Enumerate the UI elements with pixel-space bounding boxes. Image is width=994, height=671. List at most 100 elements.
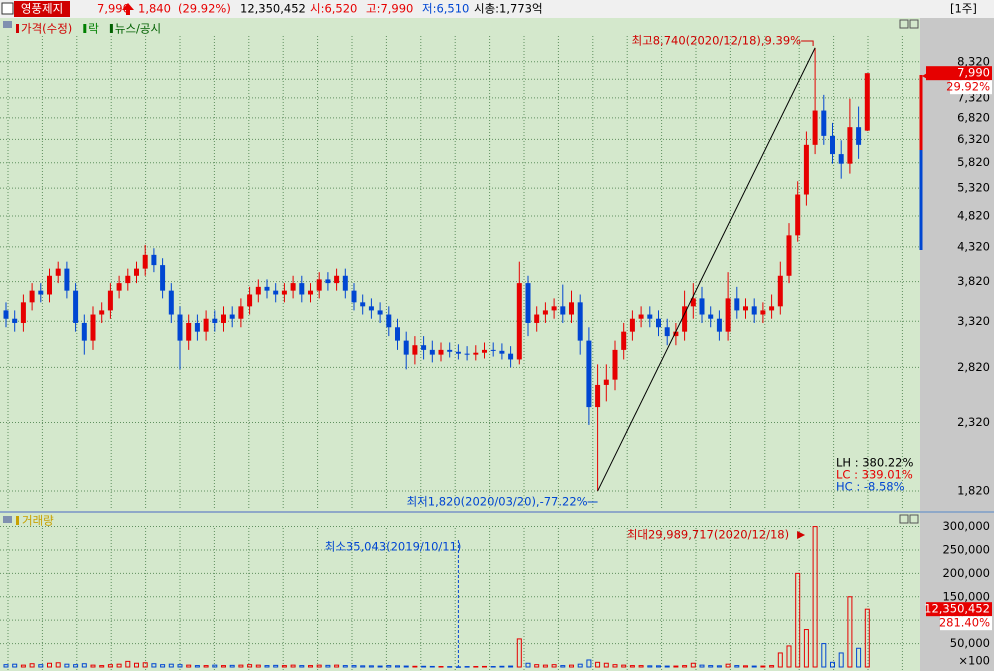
candle-body bbox=[438, 349, 444, 355]
volume-bar bbox=[482, 665, 487, 668]
volume-bar bbox=[499, 665, 505, 668]
candle-body bbox=[490, 349, 496, 351]
volume-bar bbox=[621, 664, 627, 668]
legend-swatch bbox=[83, 24, 87, 33]
y-tick-label: 1,820 bbox=[957, 484, 990, 498]
candle-body bbox=[525, 283, 531, 323]
candle-body bbox=[638, 314, 644, 319]
volume-bar bbox=[229, 664, 235, 668]
candle-body bbox=[647, 314, 653, 319]
volume-bar bbox=[47, 662, 52, 668]
panel-icon[interactable] bbox=[3, 516, 12, 523]
volume-panel bbox=[0, 513, 920, 671]
low-note: 최저1,820(2020/03/20),-77.22% bbox=[407, 495, 588, 509]
volume-bar bbox=[255, 664, 261, 668]
y-tick-label: 4,320 bbox=[957, 239, 990, 253]
period[interactable]: [1주] bbox=[950, 2, 977, 16]
legend-label: 가격(수정) bbox=[21, 22, 72, 36]
candle-body bbox=[12, 318, 18, 323]
max-volume-note: 최대29,989,717(2020/12/18) bbox=[627, 528, 789, 542]
volume-bar bbox=[708, 665, 714, 668]
candle-body bbox=[47, 275, 52, 295]
candle-body bbox=[194, 322, 200, 332]
change-label: 29.92% bbox=[946, 80, 990, 94]
y-tick-label: 200,000 bbox=[942, 566, 990, 580]
volume-bar bbox=[20, 664, 26, 668]
candle-body bbox=[499, 350, 505, 354]
volume-bar bbox=[116, 663, 122, 668]
volume-bar bbox=[377, 665, 383, 668]
volume-bar bbox=[664, 665, 670, 668]
y-tick-label: 250,000 bbox=[942, 542, 990, 556]
volume-bar bbox=[395, 665, 400, 668]
checkbox[interactable] bbox=[1, 2, 14, 15]
candle-body bbox=[73, 290, 79, 323]
candle-body bbox=[830, 135, 835, 155]
candle-body bbox=[325, 279, 331, 284]
y-tick-label: 3,320 bbox=[957, 314, 990, 328]
volume-bar bbox=[403, 665, 409, 668]
panel-min[interactable] bbox=[899, 19, 909, 29]
candle-body bbox=[516, 283, 522, 360]
volume-bar bbox=[638, 665, 644, 668]
candle-body bbox=[769, 306, 775, 311]
panel-close[interactable] bbox=[909, 19, 919, 29]
candle-body bbox=[299, 283, 305, 295]
volume-bar bbox=[795, 572, 801, 668]
volume-bar bbox=[656, 665, 661, 668]
volume-last-label: 12,350,452 bbox=[924, 602, 990, 616]
y-tick-label: 5,820 bbox=[957, 155, 990, 169]
volume-bar bbox=[299, 665, 305, 668]
candle-body bbox=[743, 306, 748, 311]
volume-bar bbox=[473, 666, 479, 668]
candle-body bbox=[134, 268, 139, 276]
y-tick-label: 6,320 bbox=[957, 132, 990, 146]
volume-bar bbox=[490, 666, 496, 668]
volume-bar bbox=[716, 665, 722, 668]
low: 저:6,510 bbox=[422, 2, 469, 16]
trend-line bbox=[597, 47, 816, 492]
volume-unit: ×100 bbox=[958, 654, 990, 668]
candle-body bbox=[716, 318, 722, 332]
volume-bar bbox=[803, 629, 809, 668]
volume-bar bbox=[194, 665, 200, 668]
volume-bar bbox=[699, 664, 705, 668]
candle-body bbox=[699, 298, 705, 315]
volume-bar bbox=[73, 664, 79, 668]
high-arrow bbox=[801, 40, 814, 46]
y-tick-label: 2,820 bbox=[957, 360, 990, 374]
volume-bar bbox=[151, 663, 157, 668]
candle-body bbox=[455, 351, 461, 354]
volume-bar bbox=[595, 661, 601, 668]
candle-body bbox=[395, 327, 400, 341]
volume-bar bbox=[551, 664, 557, 668]
candle-body bbox=[690, 298, 696, 307]
legend-swatch bbox=[109, 24, 113, 33]
volume-axis bbox=[920, 513, 994, 671]
volume-bar bbox=[81, 663, 87, 668]
candle-body bbox=[421, 345, 427, 350]
candle-body bbox=[508, 353, 514, 360]
candle-body bbox=[160, 265, 166, 291]
candle-body bbox=[90, 314, 96, 341]
candle-body bbox=[612, 349, 618, 380]
candle-body bbox=[116, 283, 122, 291]
candle-body bbox=[751, 306, 757, 315]
candle-body bbox=[99, 310, 105, 315]
candle-body bbox=[629, 318, 635, 332]
panel-min[interactable] bbox=[899, 514, 909, 524]
candle-body bbox=[238, 306, 244, 319]
panel-icon[interactable] bbox=[3, 21, 12, 28]
volume-bar bbox=[64, 663, 70, 668]
volume-title: 거래량 bbox=[22, 514, 54, 528]
candle-body bbox=[603, 379, 609, 385]
panel-close[interactable] bbox=[909, 514, 919, 524]
volume-bar bbox=[351, 665, 357, 668]
volume-bar bbox=[569, 664, 574, 668]
volume-bar bbox=[421, 665, 427, 668]
volume-bar bbox=[838, 652, 844, 668]
y-tick-label: 3,820 bbox=[957, 274, 990, 288]
volume-bar bbox=[264, 665, 270, 668]
candle-body bbox=[212, 318, 218, 323]
volume-bar bbox=[647, 665, 653, 668]
